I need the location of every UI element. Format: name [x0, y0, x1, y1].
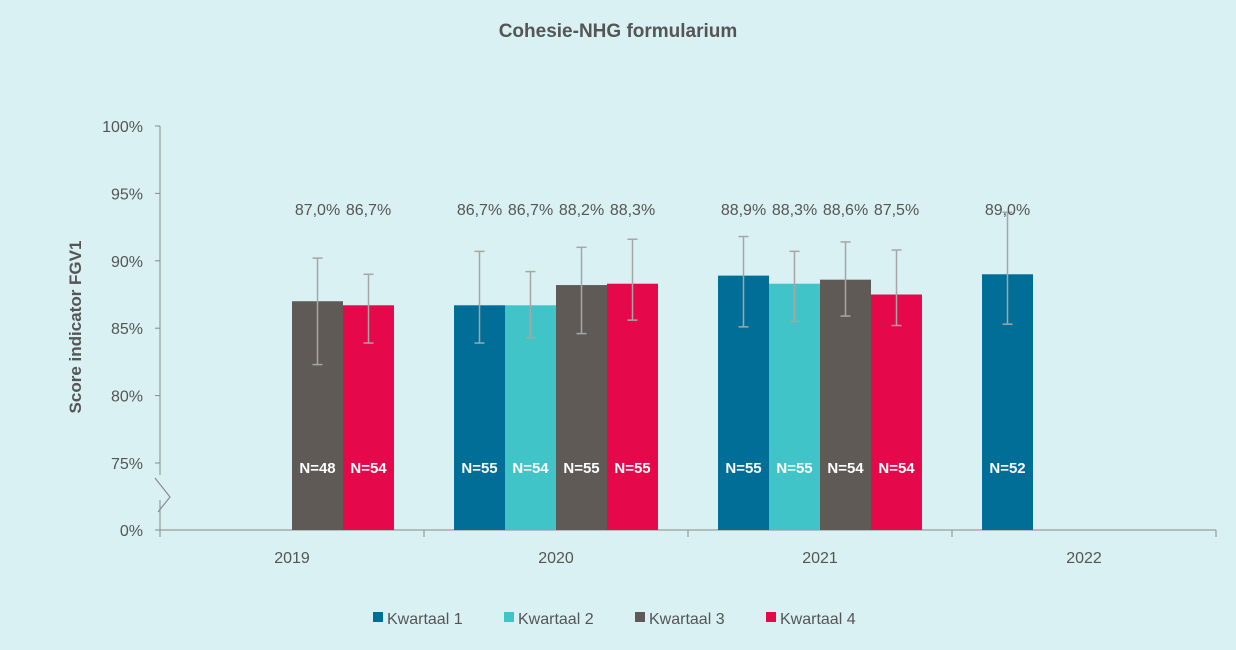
- legend-swatch: [373, 612, 383, 622]
- data-label: 88,9%: [721, 202, 766, 219]
- axis-break-icon: [154, 477, 171, 513]
- data-label: 88,6%: [823, 202, 868, 219]
- bar: [505, 305, 556, 530]
- data-label: 88,3%: [772, 202, 817, 219]
- y-axis-label: Score indicator FGV1: [66, 241, 85, 414]
- n-label: N=54: [827, 460, 864, 477]
- bar: [820, 279, 871, 530]
- y-tick-label: 95%: [111, 186, 143, 203]
- data-label: 86,7%: [457, 202, 502, 219]
- legend-label: Kwartaal 4: [780, 611, 856, 628]
- bar: [871, 294, 922, 530]
- n-label: N=55: [614, 460, 650, 477]
- legend-label: Kwartaal 1: [387, 611, 463, 628]
- legend-item: Kwartaal 3: [635, 611, 725, 628]
- y-axis: 0% 75% 80% 85% 90% 95% 100%: [102, 119, 171, 540]
- n-label: N=54: [350, 460, 387, 477]
- x-tick-label: 2022: [1066, 550, 1102, 567]
- n-label: N=55: [563, 460, 599, 477]
- data-label: 87,0%: [295, 202, 340, 219]
- x-tick-label: 2020: [538, 550, 574, 567]
- legend: Kwartaal 1 Kwartaal 2 Kwartaal 3 Kwartaal 4: [373, 611, 856, 628]
- bar: [769, 283, 820, 530]
- bars: 87,0% N=48 86,7% N=54 86,7% N=55 86,7% N=54 88,2…: [292, 202, 1033, 530]
- data-label: 87,5%: [874, 202, 919, 219]
- n-label: N=52: [989, 460, 1025, 477]
- y-tick-label: 100%: [102, 119, 143, 136]
- bar: [607, 283, 658, 530]
- y-tick-label: 90%: [111, 254, 143, 271]
- x-tick-label: 2019: [274, 550, 310, 567]
- legend-swatch: [635, 612, 645, 622]
- data-label: 89,0%: [985, 202, 1030, 219]
- x-axis: 2019 2020 2021 2022: [159, 529, 1217, 567]
- n-label: N=55: [776, 460, 812, 477]
- x-tick-label: 2021: [802, 550, 838, 567]
- n-label: N=55: [725, 460, 761, 477]
- n-label: N=55: [461, 460, 497, 477]
- y-tick-label: 85%: [111, 321, 143, 338]
- legend-swatch: [766, 612, 776, 622]
- legend-swatch: [504, 612, 514, 622]
- data-label: 88,2%: [559, 202, 604, 219]
- legend-label: Kwartaal 3: [649, 611, 725, 628]
- chart-title: Cohesie-NHG formularium: [499, 21, 738, 42]
- n-label: N=54: [512, 460, 549, 477]
- legend-item: Kwartaal 1: [373, 611, 463, 628]
- legend-item: Kwartaal 4: [766, 611, 856, 628]
- n-label: N=54: [878, 460, 915, 477]
- data-label: 86,7%: [508, 202, 553, 219]
- data-label: 86,7%: [346, 202, 391, 219]
- legend-item: Kwartaal 2: [504, 611, 594, 628]
- y-tick-label: 75%: [111, 456, 143, 473]
- legend-label: Kwartaal 2: [518, 611, 594, 628]
- y-tick-label: 80%: [111, 389, 143, 406]
- data-label: 88,3%: [610, 202, 655, 219]
- y-tick-label: 0%: [120, 523, 143, 540]
- n-label: N=48: [299, 460, 335, 477]
